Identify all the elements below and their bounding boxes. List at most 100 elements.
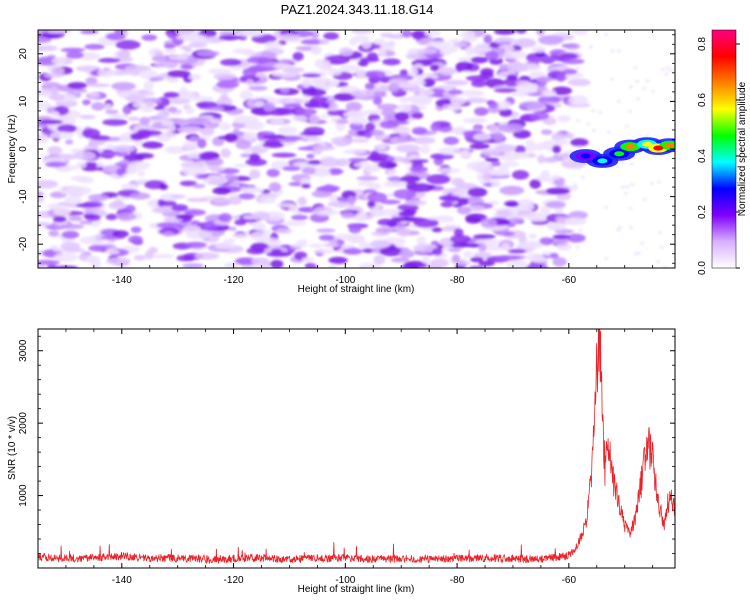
spectrogram-cell bbox=[443, 79, 469, 86]
spectrogram-cell bbox=[179, 86, 188, 96]
spectrogram-cell bbox=[370, 240, 392, 248]
spectrogram-cell bbox=[519, 75, 531, 81]
spectrogram-cell bbox=[487, 101, 499, 109]
spectrogram-cell bbox=[586, 122, 591, 126]
spectrogram-cell bbox=[449, 241, 469, 248]
spectrogram-cell bbox=[308, 114, 320, 124]
spectrogram-cell bbox=[525, 263, 549, 268]
spectrogram-cell bbox=[38, 259, 61, 265]
spectrogram-cell bbox=[301, 77, 312, 88]
spectrogram-cell bbox=[105, 249, 120, 255]
spectrogram-cell bbox=[549, 252, 559, 259]
spectrogram-cell bbox=[151, 208, 175, 214]
spectrogram-cell bbox=[185, 229, 212, 240]
spectrogram-cell bbox=[438, 67, 457, 76]
spectrogram-cell bbox=[38, 221, 52, 227]
spectrogram-cell bbox=[463, 98, 489, 103]
spectrogram-cell bbox=[470, 56, 489, 64]
spectrogram-cell bbox=[238, 193, 256, 200]
spectrogram-cell bbox=[156, 222, 183, 229]
spectrogram-cell bbox=[588, 45, 593, 49]
spectrogram-cell bbox=[75, 162, 87, 168]
spectrogram-cell bbox=[402, 87, 426, 92]
spectrogram-cell bbox=[271, 152, 297, 158]
spectrogram-cell bbox=[470, 256, 484, 263]
spectrogram-cell bbox=[196, 174, 209, 180]
spectrogram-cell bbox=[508, 217, 525, 223]
spectrogram-cell bbox=[633, 66, 638, 69]
spectrogram-cell bbox=[498, 165, 509, 171]
spectrogram-cell bbox=[629, 162, 634, 166]
spectrogram-cell bbox=[212, 187, 231, 195]
spectrogram-cell bbox=[635, 80, 640, 83]
spectrogram-cell bbox=[108, 201, 127, 210]
spectrogram-cell bbox=[493, 88, 518, 93]
colorbar-gradient bbox=[711, 29, 737, 269]
spectrogram-cell bbox=[552, 145, 562, 154]
colorbar-tick-label: 0.6 bbox=[697, 93, 708, 107]
spectrogram-cell bbox=[241, 188, 265, 193]
spectrogram-cell bbox=[177, 126, 203, 134]
spectrogram-cell bbox=[405, 181, 418, 190]
spectrogram-cell bbox=[223, 238, 236, 244]
spectrogram-cell bbox=[576, 119, 581, 122]
spectrogram-cell bbox=[115, 40, 141, 50]
spectrogram-cell bbox=[625, 185, 630, 188]
spectrogram-cell bbox=[358, 262, 381, 268]
spectrogram-cell bbox=[378, 208, 404, 217]
snr-y-axis-label: SNR (10 * v/v) bbox=[7, 416, 18, 480]
spectrogram-cell bbox=[198, 152, 216, 161]
spectrogram-cell bbox=[496, 100, 512, 110]
spectrogram-cell bbox=[364, 165, 380, 173]
spectrogram-cell bbox=[391, 127, 411, 134]
spectrogram-cell bbox=[390, 217, 417, 222]
spectrogram-cell bbox=[558, 52, 579, 60]
spectrogram-cell bbox=[430, 64, 440, 72]
spectrogram-cell bbox=[246, 247, 266, 255]
spectrogram-cell bbox=[515, 30, 527, 34]
spectrogram-cell bbox=[656, 260, 661, 263]
spectrogram-cell bbox=[421, 256, 430, 264]
spectrogram-cell bbox=[276, 107, 295, 116]
spectrogram-cell bbox=[398, 249, 415, 258]
spectrogram-cell bbox=[578, 229, 583, 232]
colorbar-label: Normalized spectral amplitude bbox=[737, 81, 748, 216]
spectrogram-signal-track bbox=[569, 137, 675, 168]
spectrogram-y-tick-label: -10 bbox=[18, 189, 29, 204]
spectrogram-cell bbox=[170, 194, 186, 199]
spectrogram-cell bbox=[50, 131, 74, 139]
spectrogram-cell bbox=[143, 80, 154, 91]
spectrogram-cell bbox=[192, 183, 206, 189]
spectrogram-cell bbox=[658, 231, 663, 234]
spectrogram-cell bbox=[531, 46, 547, 53]
spectrogram-cell bbox=[184, 107, 195, 115]
spectrogram-cell bbox=[38, 134, 49, 144]
spectrogram-cell bbox=[133, 254, 146, 261]
spectrogram-cell bbox=[513, 145, 527, 154]
spectrogram-cell bbox=[67, 81, 88, 89]
spectrogram-cell bbox=[577, 166, 582, 170]
spectrogram-cell bbox=[65, 139, 74, 145]
spectrogram-cell bbox=[218, 34, 240, 41]
spectrogram-cell bbox=[498, 123, 524, 133]
spectrogram-cell bbox=[335, 121, 346, 132]
spectrogram-cell bbox=[430, 258, 449, 268]
spectrogram-cell bbox=[45, 161, 67, 168]
spectrogram-cell bbox=[480, 218, 498, 228]
spectrogram-cell bbox=[606, 131, 611, 134]
snr-series-line bbox=[38, 329, 675, 565]
spectrogram-cell bbox=[196, 50, 220, 57]
spectrogram-cell bbox=[282, 166, 301, 171]
spectrogram-cell bbox=[179, 45, 191, 50]
spectrogram-cell bbox=[291, 115, 308, 122]
spectrogram-cell bbox=[517, 40, 537, 46]
spectrogram-cell bbox=[184, 241, 207, 249]
spectrogram-cell bbox=[664, 72, 669, 76]
spectrogram-cell bbox=[493, 30, 516, 35]
spectrogram-cell bbox=[554, 229, 574, 234]
spectrogram-cell bbox=[498, 63, 509, 71]
spectrogram-cell bbox=[218, 213, 233, 223]
spectrogram-cell bbox=[465, 213, 488, 223]
spectrogram-cell bbox=[539, 237, 554, 246]
